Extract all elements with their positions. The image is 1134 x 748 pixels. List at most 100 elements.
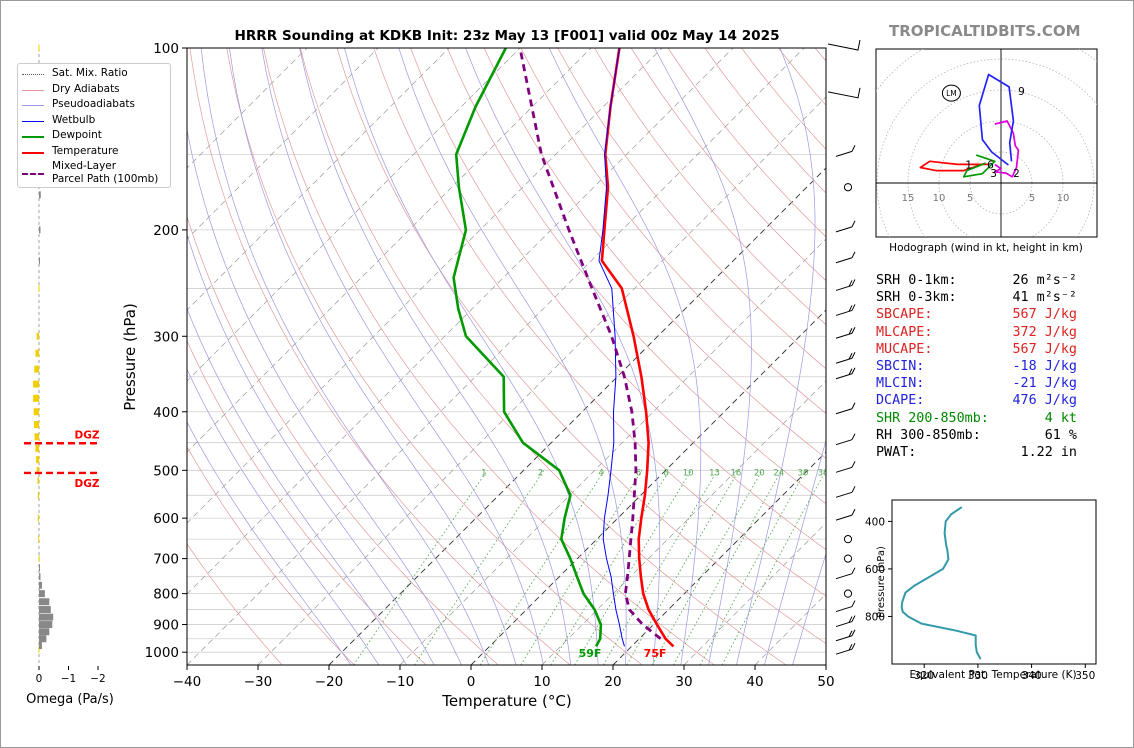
wind-barb-feather (851, 402, 856, 409)
x-tick-label: 0 (467, 674, 476, 690)
dry-adiabat-line (557, 48, 826, 370)
x-tick-label: 30 (675, 674, 692, 690)
omega-tick-label: 0 (36, 673, 43, 685)
omega-bar (36, 456, 39, 464)
wind-barb (835, 257, 853, 264)
wind-barb-feather (851, 615, 856, 622)
mixing-ratio-label: 13 (709, 469, 720, 479)
series-mixed-layer-parcel-path-100mb (518, 48, 662, 640)
dry-adiabat-line (594, 48, 826, 326)
parameter-label: SBCAPE: (876, 307, 933, 323)
omega-bar (39, 226, 41, 234)
hodograph-ring-label: 10 (933, 193, 946, 204)
pseudoadiabat-line (187, 307, 407, 665)
theta-e-x-tick-label: 350 (1075, 670, 1095, 682)
omega-bar (37, 514, 39, 522)
calm-wind-circle (843, 554, 853, 563)
pseudoadiabat-line (764, 439, 826, 665)
theta-e-x-tick-label: 330 (968, 670, 988, 682)
theta-e-frame (891, 499, 1097, 665)
parameter-label: RH 300-850mb: (876, 427, 981, 443)
omega-bar (39, 635, 47, 643)
omega-bar (39, 564, 40, 572)
pseudoadiabat-line (736, 48, 816, 665)
theta-e-y-tick-label: 600 (865, 564, 885, 576)
series-wetbulb (598, 48, 625, 647)
legend-item: Sat. Mix. Ratio (18, 67, 168, 81)
surface-dewpoint-label: 59F (579, 647, 602, 660)
mixing-ratio-label: 1 (481, 469, 486, 479)
parameter-value: 476 J/kg (1012, 393, 1078, 409)
parameter-label: SRH 0-1km: (876, 273, 957, 288)
wind-barb (827, 87, 861, 99)
mixing-ratio-line (699, 470, 807, 665)
wind-barb-feather (851, 145, 856, 152)
parameter-label: DCAPE: (876, 393, 925, 409)
wind-barb-feather (851, 220, 856, 228)
mixing-ratio-line (479, 470, 605, 665)
calm-wind-circle (843, 535, 853, 544)
wind-barb-feather (848, 643, 853, 651)
isotherm-line (328, 167, 826, 665)
hodograph-ring-label: 5 (1029, 193, 1035, 204)
theta-e-x-tick-label: 320 (914, 670, 934, 682)
omega-bar (36, 332, 39, 340)
hodograph-segment (962, 154, 996, 178)
isotherm-line (187, 48, 805, 665)
hodograph-height-label: 2 (1013, 168, 1020, 180)
x-tick-label: 50 (817, 674, 834, 690)
omega-bar (39, 606, 51, 614)
legend: Sat. Mix. Ratio Dry Adiabats Pseudoadiabat… (17, 63, 171, 188)
pseudoadiabat-line (187, 368, 380, 665)
pseudoadiabat-line (200, 48, 490, 665)
wind-barb-feather (851, 486, 856, 493)
dry-adiabat-line (187, 215, 499, 665)
omega-xlabel: Omega (Pa/s) (26, 692, 114, 707)
legend-swatch (22, 105, 44, 106)
pseudoadiabat-line (187, 233, 435, 665)
omega-bar (34, 433, 39, 441)
theta-e-line (900, 506, 982, 660)
x-tick-label: −10 (386, 674, 415, 690)
hodograph-height-label: 3 (990, 168, 997, 180)
dry-adiabat-line (189, 48, 571, 665)
mixing-ratio-label: 30 (798, 469, 809, 479)
theta-e-ylabel: Pressure (hPa) (876, 546, 887, 618)
brand-watermark: TROPICALTIDBITS.COM (889, 22, 1081, 40)
y-tick-label: 1000 (145, 645, 179, 661)
parameter-value: 567 J/kg (1012, 341, 1078, 357)
legend-label: Wetbulb (52, 113, 96, 126)
isotherm-line (541, 380, 826, 665)
wind-barb-feather (851, 352, 856, 359)
omega-panel: DGZ DGZ 0 −1 −2 Omega (Pa/s) (24, 44, 114, 707)
dgz-label: DGZ (75, 429, 100, 441)
omega-bar (38, 646, 40, 654)
parameter-label: SHR 200-850mb: (876, 410, 989, 426)
theta-e-panel: 320 330 340 350 400 600 800 Equivalent Pot. Te… (865, 499, 1097, 682)
omega-bar (35, 444, 39, 452)
wind-barb (835, 606, 853, 613)
omega-bar (39, 257, 40, 265)
legend-item: Dry Adiabats (18, 83, 168, 97)
mixing-ratio-label: 36 (818, 469, 829, 479)
hodograph-frame (875, 48, 1098, 238)
calm-wind-circle (843, 589, 853, 598)
parameter-value: -18 J/kg (1012, 358, 1078, 374)
theta-e-axes: 320 330 340 350 400 600 800 (865, 516, 1095, 682)
wind-barb-feather (848, 305, 853, 312)
hodograph-ring-label: 15 (902, 193, 915, 204)
x-tick-label: 10 (533, 674, 550, 690)
wind-barb-feather (851, 279, 856, 286)
hodograph-height-label: 1 (965, 159, 972, 171)
parameter-label: MLCAPE: (876, 324, 933, 340)
legend-label: Dewpoint (52, 129, 102, 141)
theta-e-x-tick-label: 340 (1022, 670, 1042, 682)
skewt-xlabel: Temperature (°C) (441, 692, 571, 710)
dry-adiabat-line (187, 340, 427, 665)
omega-bar (34, 365, 39, 373)
hodograph-ring-label: 5 (967, 193, 973, 204)
x-tick-label: −30 (244, 674, 273, 690)
parameter-label: MLCIN: (876, 376, 925, 392)
dry-adiabat-line (483, 48, 826, 459)
wind-barb (835, 408, 853, 415)
